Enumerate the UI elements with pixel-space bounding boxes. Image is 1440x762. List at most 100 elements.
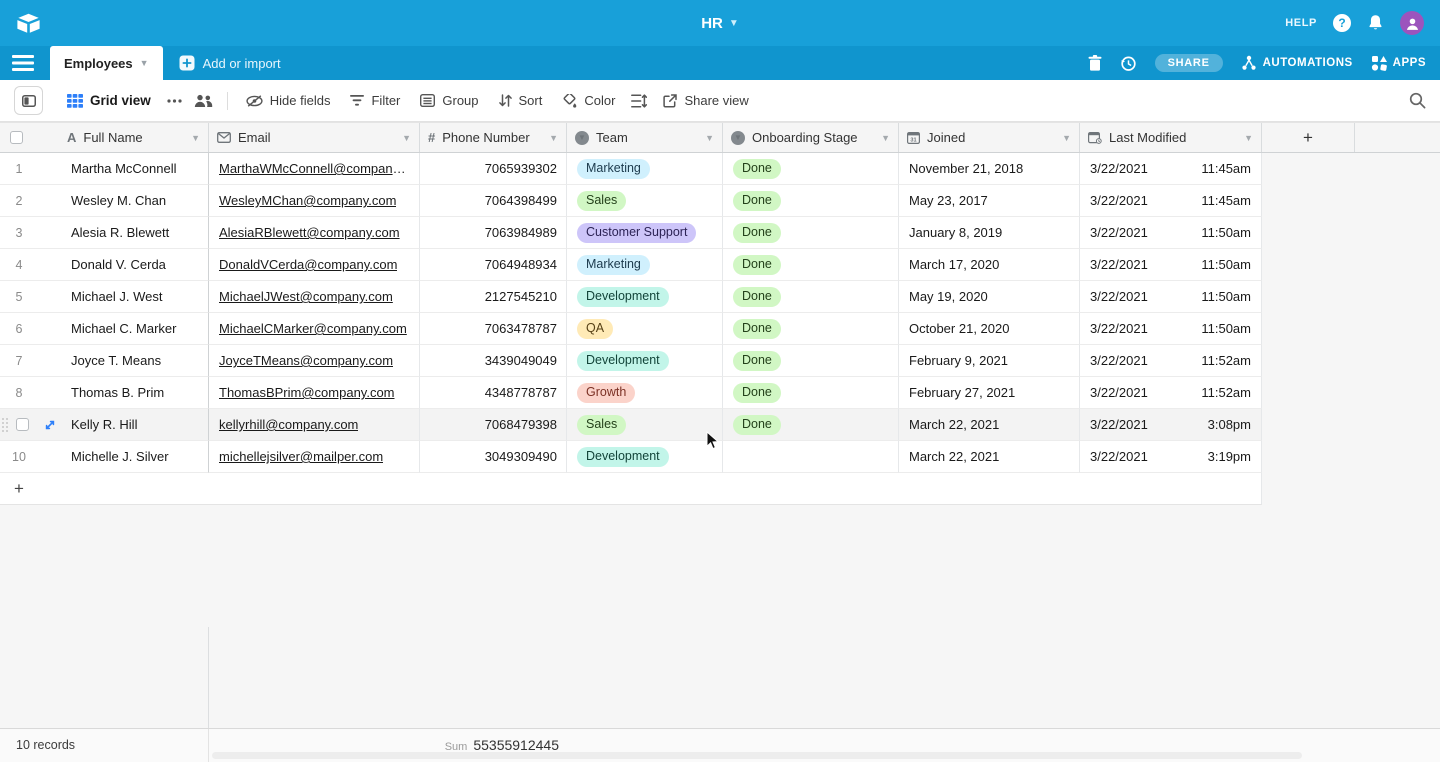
column-header-email[interactable]: Email ▼ bbox=[209, 123, 420, 152]
phone-cell[interactable]: 3439049049 bbox=[420, 345, 567, 377]
joined-cell[interactable]: March 22, 2021 bbox=[899, 441, 1080, 473]
team-cell[interactable]: Marketing bbox=[567, 153, 723, 185]
add-or-import-button[interactable]: Add or import bbox=[163, 46, 297, 80]
user-avatar[interactable] bbox=[1400, 11, 1424, 35]
full-name-cell[interactable]: 4 Donald V. Cerda bbox=[0, 249, 209, 281]
onboarding-stage-cell[interactable]: Done bbox=[723, 249, 899, 281]
email-link[interactable]: ThomasBPrim@company.com bbox=[219, 385, 395, 400]
joined-cell[interactable]: October 21, 2020 bbox=[899, 313, 1080, 345]
search-button[interactable] bbox=[1409, 92, 1426, 109]
team-cell[interactable]: Development bbox=[567, 345, 723, 377]
horizontal-scrollbar[interactable] bbox=[212, 752, 1302, 759]
column-header-phone-number[interactable]: # Phone Number ▼ bbox=[420, 123, 567, 152]
color-button[interactable]: Color bbox=[552, 87, 625, 114]
onboarding-stage-cell[interactable]: Done bbox=[723, 281, 899, 313]
collaborators-button[interactable] bbox=[188, 88, 219, 114]
column-header-full-name[interactable]: A Full Name ▼ bbox=[0, 123, 209, 152]
team-cell[interactable]: Development bbox=[567, 441, 723, 473]
email-link[interactable]: kellyrhill@company.com bbox=[219, 417, 359, 432]
row-height-button[interactable] bbox=[625, 88, 653, 114]
full-name-cell[interactable]: 9 Kelly R. Hill bbox=[0, 409, 209, 441]
table-row[interactable]: 3 Alesia R. Blewett AlesiaRBlewett@com bbox=[0, 217, 1262, 249]
onboarding-stage-cell[interactable]: Done bbox=[723, 217, 899, 249]
email-cell[interactable]: MichaelJWest@company.com bbox=[209, 281, 420, 313]
last-modified-cell[interactable]: 3/22/2021 3:08pm bbox=[1080, 409, 1262, 441]
group-button[interactable]: Group bbox=[410, 87, 488, 114]
joined-cell[interactable]: May 23, 2017 bbox=[899, 185, 1080, 217]
email-link[interactable]: WesleyMChan@company.com bbox=[219, 193, 397, 208]
onboarding-stage-cell[interactable]: Done bbox=[723, 345, 899, 377]
onboarding-stage-cell[interactable]: Done bbox=[723, 409, 899, 441]
full-name-cell[interactable]: 8 Thomas B. Prim bbox=[0, 377, 209, 409]
chevron-down-icon[interactable]: ▼ bbox=[191, 132, 200, 143]
phone-cell[interactable]: 7063984989 bbox=[420, 217, 567, 249]
base-title[interactable]: HR ▼ bbox=[0, 15, 1440, 32]
team-cell[interactable]: Growth bbox=[567, 377, 723, 409]
onboarding-stage-cell[interactable] bbox=[723, 441, 899, 473]
full-name-cell[interactable]: 10 Michelle J. Silver bbox=[0, 441, 209, 473]
chevron-down-icon[interactable]: ▼ bbox=[1062, 132, 1071, 143]
email-link[interactable]: michellejsilver@mailper.com bbox=[219, 449, 384, 464]
last-modified-cell[interactable]: 3/22/2021 11:50am bbox=[1080, 313, 1262, 345]
email-cell[interactable]: michellejsilver@mailper.com bbox=[209, 441, 420, 473]
phone-cell[interactable]: 7065939302 bbox=[420, 153, 567, 185]
email-link[interactable]: DonaldVCerda@company.com bbox=[219, 257, 398, 272]
last-modified-cell[interactable]: 3/22/2021 11:45am bbox=[1080, 153, 1262, 185]
phone-sum-summary[interactable]: Sum 55355912445 bbox=[420, 737, 559, 753]
joined-cell[interactable]: March 17, 2020 bbox=[899, 249, 1080, 281]
email-link[interactable]: MichaelCMarker@company.com bbox=[219, 321, 407, 336]
email-link[interactable]: AlesiaRBlewett@company.com bbox=[219, 225, 400, 240]
table-row[interactable]: 4 Donald V. Cerda DonaldVCerda@company bbox=[0, 249, 1262, 281]
full-name-cell[interactable]: 3 Alesia R. Blewett bbox=[0, 217, 209, 249]
onboarding-stage-cell[interactable]: Done bbox=[723, 153, 899, 185]
email-cell[interactable]: kellyrhill@company.com bbox=[209, 409, 420, 441]
onboarding-stage-cell[interactable]: Done bbox=[723, 313, 899, 345]
team-cell[interactable]: Development bbox=[567, 281, 723, 313]
tab-employees[interactable]: Employees ▼ bbox=[50, 46, 163, 80]
joined-cell[interactable]: November 21, 2018 bbox=[899, 153, 1080, 185]
sort-button[interactable]: Sort bbox=[489, 87, 553, 114]
full-name-cell[interactable]: 5 Michael J. West bbox=[0, 281, 209, 313]
expand-record-icon[interactable] bbox=[44, 419, 56, 431]
email-cell[interactable]: JoyceTMeans@company.com bbox=[209, 345, 420, 377]
email-cell[interactable]: MichaelCMarker@company.com bbox=[209, 313, 420, 345]
chevron-down-icon[interactable]: ▼ bbox=[549, 132, 558, 143]
email-link[interactable]: JoyceTMeans@company.com bbox=[219, 353, 394, 368]
share-button[interactable]: SHARE bbox=[1154, 54, 1223, 72]
add-field-button[interactable]: + bbox=[1262, 123, 1355, 152]
phone-cell[interactable]: 7068479398 bbox=[420, 409, 567, 441]
notifications-bell-icon[interactable] bbox=[1367, 14, 1384, 32]
email-link[interactable]: MarthaWMcConnell@company.com bbox=[219, 161, 409, 176]
add-record-row[interactable]: + bbox=[0, 473, 1262, 505]
joined-cell[interactable]: February 27, 2021 bbox=[899, 377, 1080, 409]
table-row[interactable]: 7 Joyce T. Means JoyceTMeans@company.c bbox=[0, 345, 1262, 377]
view-options-button[interactable] bbox=[161, 93, 188, 109]
last-modified-cell[interactable]: 3/22/2021 11:50am bbox=[1080, 249, 1262, 281]
sidebar-menu-icon[interactable] bbox=[0, 46, 46, 80]
email-cell[interactable]: WesleyMChan@company.com bbox=[209, 185, 420, 217]
row-checkbox[interactable] bbox=[16, 418, 29, 431]
email-link[interactable]: MichaelJWest@company.com bbox=[219, 289, 393, 304]
table-row[interactable]: 1 Martha McConnell MarthaWMcConnell@co bbox=[0, 153, 1262, 185]
phone-cell[interactable]: 7064398499 bbox=[420, 185, 567, 217]
team-cell[interactable]: QA bbox=[567, 313, 723, 345]
filter-button[interactable]: Filter bbox=[340, 87, 410, 114]
chevron-down-icon[interactable]: ▼ bbox=[402, 132, 411, 143]
email-cell[interactable]: MarthaWMcConnell@company.com bbox=[209, 153, 420, 185]
joined-cell[interactable]: January 8, 2019 bbox=[899, 217, 1080, 249]
email-cell[interactable]: DonaldVCerda@company.com bbox=[209, 249, 420, 281]
onboarding-stage-cell[interactable]: Done bbox=[723, 185, 899, 217]
hide-fields-button[interactable]: Hide fields bbox=[236, 87, 341, 114]
last-modified-cell[interactable]: 3/22/2021 11:50am bbox=[1080, 217, 1262, 249]
email-cell[interactable]: AlesiaRBlewett@company.com bbox=[209, 217, 420, 249]
onboarding-stage-cell[interactable]: Done bbox=[723, 377, 899, 409]
help-question-icon[interactable]: ? bbox=[1333, 14, 1351, 32]
joined-cell[interactable]: May 19, 2020 bbox=[899, 281, 1080, 313]
airtable-logo-icon[interactable] bbox=[16, 13, 41, 34]
chevron-down-icon[interactable]: ▼ bbox=[1244, 132, 1253, 143]
team-cell[interactable]: Marketing bbox=[567, 249, 723, 281]
automations-button[interactable]: AUTOMATIONS bbox=[1241, 55, 1353, 71]
table-row[interactable]: 8 Thomas B. Prim ThomasBPrim@company.c bbox=[0, 377, 1262, 409]
full-name-cell[interactable]: 7 Joyce T. Means bbox=[0, 345, 209, 377]
history-icon[interactable] bbox=[1120, 55, 1137, 72]
